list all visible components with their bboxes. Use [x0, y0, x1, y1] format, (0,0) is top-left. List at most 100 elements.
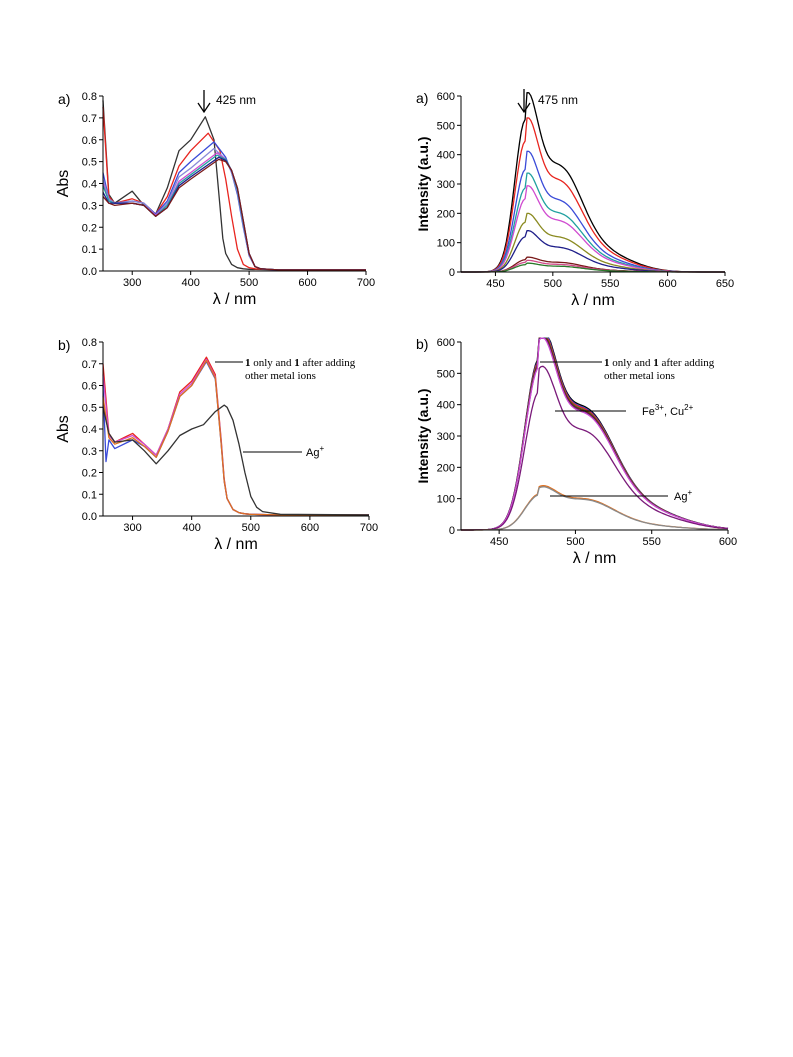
series-line-8	[461, 365, 729, 531]
chart-panel-2: 300 400 500 600 700 0.0 0.1 0.2 0.3 0.4 0.5 0.6 0.7 0…	[55, 337, 378, 553]
x-tick-label: 700	[357, 277, 375, 289]
y-tick-label: 0.8	[82, 337, 97, 349]
annotation-label: 425 nm	[216, 93, 256, 107]
series-line-5	[461, 185, 725, 273]
y-tick-label: 300	[437, 431, 455, 443]
y-tick-label: 300	[437, 179, 455, 191]
x-tick-label: 450	[490, 536, 508, 548]
y-tick-label: 0	[449, 525, 455, 537]
y-tick-label: 100	[437, 494, 455, 506]
y-tick-label: 400	[437, 400, 455, 412]
y-axis-label: Intensity (a.u.)	[415, 137, 431, 232]
y-tick-label: 0.5	[82, 402, 97, 414]
series-line-7	[102, 156, 366, 271]
x-tick-label: 500	[240, 277, 258, 289]
x-tick-label: 600	[658, 278, 676, 290]
x-axis-label: λ / nm	[571, 292, 615, 309]
y-tick-label: 600	[437, 91, 455, 103]
series-line-2	[102, 106, 366, 271]
chart-panel-3: 450 500 550 600 650 0 100 200 300 400 500 600 a) λ / …	[415, 90, 734, 309]
y-tick-label: 0.7	[82, 359, 97, 371]
series-line-7	[461, 337, 729, 531]
y-tick-label: 0	[449, 267, 455, 279]
y-tick-label: 500	[437, 120, 455, 132]
annotation-label-ag: Ag+	[674, 488, 692, 503]
panel-label: a)	[58, 91, 70, 107]
x-axis-label: λ / nm	[573, 550, 617, 567]
x-axis-label: λ / nm	[213, 291, 257, 308]
x-tick-label: 500	[242, 522, 260, 534]
y-tick-label: 0.7	[82, 113, 97, 125]
y-tick-label: 0.0	[82, 266, 97, 278]
x-tick-label: 700	[360, 522, 378, 534]
y-tick-label: 100	[437, 238, 455, 250]
panel-label: b)	[416, 336, 428, 352]
y-axis-label: Abs	[55, 170, 72, 198]
y-axis-label: Intensity (a.u.)	[415, 389, 431, 484]
series-line-6	[102, 154, 366, 271]
series-line-1	[102, 100, 366, 271]
y-tick-label: 0.3	[82, 446, 97, 458]
x-tick-label: 500	[544, 278, 562, 290]
chart-panel-1: 300 400 500 600 700 0.0 0.1 0.2 0.3 0.4 0.5 0.6 0.7 0…	[55, 91, 375, 308]
annotation-label-line2: other metal ions	[604, 370, 675, 382]
x-tick-label: 300	[123, 522, 141, 534]
panel-label: a)	[416, 90, 428, 106]
annotation-425nm: 425 nm	[197, 90, 256, 114]
annotation-label-ag: Ag+	[306, 444, 324, 459]
x-tick-label: 400	[181, 277, 199, 289]
x-tick-label: 550	[643, 536, 661, 548]
annotation-label-fe-cu: Fe3+, Cu2+	[642, 403, 694, 418]
x-tick-label: 600	[301, 522, 319, 534]
y-tick-label: 0.2	[82, 468, 97, 480]
x-tick-label: 450	[486, 278, 504, 290]
y-tick-label: 400	[437, 150, 455, 162]
series-line-8	[102, 158, 366, 271]
y-tick-label: 500	[437, 368, 455, 380]
series-line-5	[102, 152, 366, 271]
y-tick-label: 200	[437, 462, 455, 474]
series-line-1	[102, 356, 369, 516]
series-line-10	[461, 486, 729, 531]
series-line-3	[102, 360, 369, 516]
x-tick-label: 400	[182, 522, 200, 534]
x-tick-label: 650	[716, 278, 734, 290]
y-tick-label: 0.1	[82, 489, 97, 501]
x-axis-label: λ / nm	[214, 536, 258, 553]
series-line-4	[102, 359, 369, 516]
y-tick-label: 0.6	[82, 135, 97, 147]
annotation-label-line1: 1 only and 1 after adding	[604, 357, 715, 369]
y-tick-label: 600	[437, 337, 455, 349]
annotation-label: 475 nm	[538, 93, 578, 107]
annotation-label-line1: 1 only and 1 after adding	[245, 357, 356, 369]
x-tick-label: 500	[566, 536, 584, 548]
y-tick-label: 0.2	[82, 222, 97, 234]
y-tick-label: 0.8	[82, 91, 97, 103]
x-tick-label: 600	[719, 536, 737, 548]
y-tick-label: 200	[437, 208, 455, 220]
series-line-4	[102, 147, 366, 271]
x-tick-label: 600	[298, 277, 316, 289]
series-line-3	[102, 141, 366, 271]
series-line-3	[461, 150, 725, 273]
y-tick-label: 0.3	[82, 200, 97, 212]
annotation-label-line2: other metal ions	[245, 370, 316, 382]
y-tick-label: 0.4	[82, 179, 97, 191]
panel-label: b)	[58, 337, 70, 353]
arrow-head-icon	[517, 102, 531, 114]
series-line-5	[102, 404, 370, 516]
chart-panel-4: 450 500 550 600 0 100 200 300 400 500 600 b) λ / nm I…	[415, 336, 737, 567]
annotation-475nm: 475 nm	[517, 89, 578, 114]
y-axis-label: Abs	[55, 415, 72, 443]
y-tick-label: 0.1	[82, 244, 97, 256]
y-tick-label: 0.0	[82, 511, 97, 523]
series-line-2	[102, 358, 369, 516]
x-tick-label: 300	[123, 277, 141, 289]
arrow-head-icon	[197, 102, 211, 114]
y-tick-label: 0.6	[82, 381, 97, 393]
x-tick-label: 550	[601, 278, 619, 290]
y-tick-label: 0.5	[82, 157, 97, 169]
